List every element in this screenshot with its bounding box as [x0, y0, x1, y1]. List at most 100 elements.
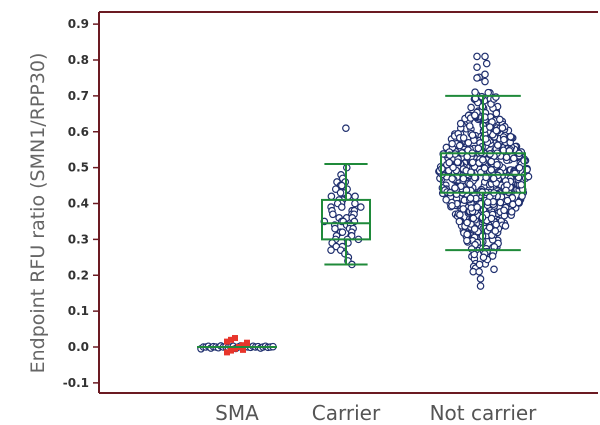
data-point	[329, 210, 337, 219]
y-tick-label: 0.9	[68, 17, 89, 31]
category-label: SMA	[215, 401, 259, 425]
data-point	[498, 124, 507, 132]
data-point	[473, 63, 481, 71]
highlighted-point	[228, 336, 234, 343]
y-tick-label: 0.4	[68, 197, 89, 211]
data-point	[464, 138, 473, 147]
category-label: Carrier	[312, 401, 381, 425]
y-tick-label: 0.3	[68, 232, 89, 246]
data-point	[448, 139, 456, 148]
data-point	[468, 131, 477, 139]
data-point	[336, 188, 345, 197]
data-point	[481, 70, 489, 79]
data-point	[496, 198, 505, 207]
data-point	[327, 246, 335, 254]
data-point	[479, 253, 488, 262]
series-not-carrier	[435, 52, 533, 290]
data-point	[506, 132, 515, 141]
y-tick-label: 0.1	[68, 304, 89, 318]
data-point	[448, 174, 456, 183]
data-point	[481, 52, 489, 61]
data-point	[463, 236, 471, 245]
data-point	[495, 115, 504, 124]
data-point	[482, 59, 491, 68]
data-point	[467, 103, 475, 112]
data-point	[463, 230, 471, 239]
highlighted-point	[240, 346, 246, 353]
data-point	[518, 192, 526, 200]
highlighted-point	[232, 345, 238, 352]
data-point	[500, 206, 508, 215]
data-point	[490, 265, 498, 274]
data-point	[453, 158, 462, 166]
data-point	[475, 260, 484, 269]
data-point	[470, 225, 479, 233]
data-point	[473, 74, 481, 82]
category-label: Not carrier	[430, 401, 538, 425]
highlighted-point	[244, 339, 250, 346]
y-tick-label: 0.0	[68, 340, 89, 354]
data-point	[509, 154, 518, 163]
data-point	[342, 124, 350, 132]
y-tick-label: 0.7	[68, 89, 89, 103]
highlighted-point	[232, 335, 238, 342]
data-point	[503, 196, 512, 205]
data-point	[517, 180, 526, 189]
data-point	[492, 109, 501, 118]
series-carrier	[320, 124, 371, 269]
data-point	[515, 163, 524, 172]
data-point	[459, 134, 468, 142]
data-point	[500, 135, 508, 144]
y-tick-label: 0.2	[68, 268, 89, 282]
data-point	[449, 163, 457, 172]
data-point	[476, 282, 485, 290]
data-point	[456, 119, 465, 128]
data-point	[473, 52, 481, 61]
data-point	[467, 245, 476, 253]
data-point	[465, 122, 474, 130]
y-tick-label: 0.8	[68, 53, 89, 67]
data-point	[492, 126, 501, 135]
highlighted-point	[224, 338, 230, 345]
y-ticks: -0.1 0.0 0.1 0.2 0.3 0.4 0.5 0.6 0.7 0.8 0.9	[63, 17, 99, 390]
series-sma	[197, 335, 277, 356]
data-point	[463, 218, 471, 227]
data-point	[474, 144, 483, 153]
data-point	[470, 111, 479, 120]
y-tick-label: 0.5	[68, 161, 89, 175]
data-point	[514, 198, 523, 207]
data-point	[468, 158, 477, 167]
data-point	[327, 192, 336, 201]
data-point	[331, 224, 339, 233]
data-point	[351, 199, 359, 208]
data-point	[502, 153, 511, 162]
data-point	[487, 157, 496, 166]
data-point	[486, 123, 494, 131]
data-point	[337, 203, 346, 211]
data-point	[456, 210, 464, 219]
highlighted-point	[240, 342, 246, 349]
data-point	[338, 228, 347, 237]
data-point	[466, 194, 475, 202]
data-point	[493, 141, 502, 150]
y-tick-label: 0.6	[68, 125, 89, 139]
data-point	[451, 184, 459, 192]
y-tick-label: -0.1	[63, 376, 89, 390]
data-point	[455, 141, 464, 150]
axes	[98, 11, 598, 394]
data-point	[485, 223, 494, 232]
data-point	[507, 208, 516, 216]
data-point	[459, 174, 468, 183]
data-point	[455, 217, 464, 226]
data-point	[481, 77, 489, 86]
data-point	[492, 93, 500, 101]
data-point	[476, 275, 485, 283]
data-point	[483, 198, 492, 206]
data-point	[493, 160, 501, 169]
data-point	[448, 201, 456, 210]
highlighted-point	[224, 349, 230, 356]
data-point	[478, 156, 487, 164]
data-point	[475, 267, 483, 276]
data-point	[357, 203, 365, 211]
